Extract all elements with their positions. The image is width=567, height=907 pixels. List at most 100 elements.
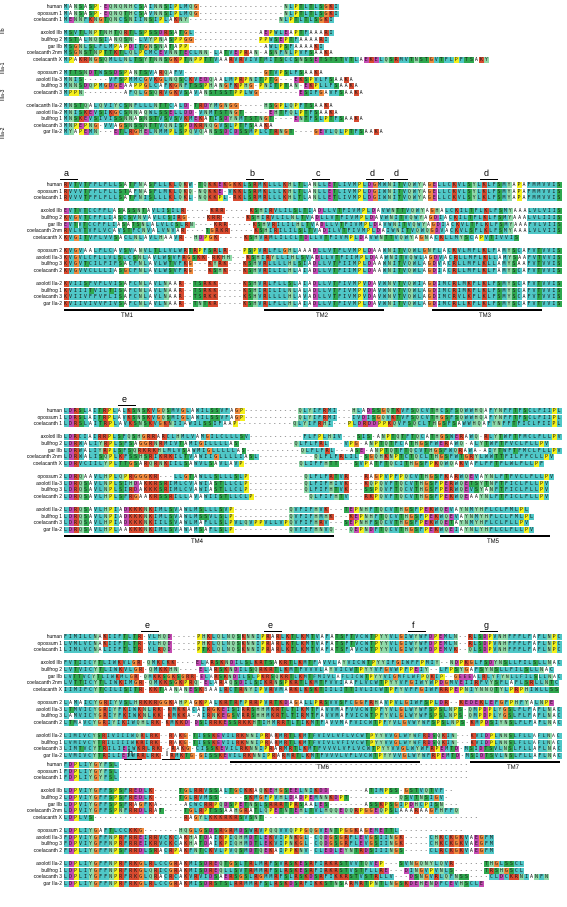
residue-highlight xyxy=(502,281,508,287)
residue-highlight xyxy=(457,267,483,274)
residue-highlight xyxy=(234,408,240,414)
residue-highlight xyxy=(148,188,154,195)
residue-highlight xyxy=(427,287,433,294)
residue-highlight xyxy=(507,188,513,195)
residue-highlight xyxy=(89,17,94,24)
alignment-row: human FIMILCNAKIIFTLTR-VLHQD-----PHKLQLNQ… xyxy=(0,634,567,640)
residue-highlight xyxy=(155,221,176,228)
residue-highlight xyxy=(263,300,269,307)
residue-highlight xyxy=(437,261,443,268)
residue-highlight xyxy=(354,89,359,96)
residue-highlight xyxy=(397,300,403,307)
sequence-residues: LVMLVCNAKIIFTLTR-VLHQD-----PHKLQLNQSKNNI… xyxy=(64,640,562,647)
residue-highlight xyxy=(309,17,314,24)
residue-highlight xyxy=(452,294,458,301)
residue-highlight xyxy=(129,50,134,57)
residue-highlight xyxy=(78,267,114,274)
residue-highlight xyxy=(389,254,395,261)
residue-highlight xyxy=(154,10,164,17)
residue-highlight xyxy=(223,195,229,202)
residue-highlight xyxy=(283,248,289,254)
residue-highlight xyxy=(205,228,211,235)
residue-highlight xyxy=(164,76,169,83)
residue-highlight xyxy=(329,234,349,241)
residue-highlight xyxy=(452,267,458,274)
residue-highlight xyxy=(68,267,74,274)
residue-highlight xyxy=(173,267,184,274)
residue-highlight xyxy=(179,89,184,96)
residue-highlight xyxy=(304,234,309,241)
residue-highlight xyxy=(444,208,455,215)
residue-highlight xyxy=(409,234,414,241)
residue-highlight xyxy=(64,89,69,96)
residue-highlight xyxy=(452,300,458,307)
residue-highlight xyxy=(402,281,408,287)
residue-highlight xyxy=(154,129,159,136)
residue-highlight xyxy=(284,4,289,10)
residue-highlight xyxy=(269,109,274,116)
residue-highlight xyxy=(359,234,364,241)
residue-highlight xyxy=(174,89,179,96)
residue-highlight xyxy=(129,10,134,17)
sequence-text: LDRSLAITRPLAVKSNSKVGQSMIGLAWILSSVFAGP---… xyxy=(64,414,562,421)
residue-highlight xyxy=(254,76,259,83)
residue-highlight xyxy=(439,234,444,241)
residue-highlight xyxy=(64,208,69,215)
residue-highlight xyxy=(512,248,518,254)
residue-highlight xyxy=(309,76,314,83)
residue-highlight xyxy=(412,221,417,228)
residue-highlight xyxy=(243,195,249,202)
residue-highlight xyxy=(542,287,558,294)
residue-highlight xyxy=(183,195,189,202)
residue-highlight xyxy=(310,221,316,228)
residue-highlight xyxy=(143,287,149,294)
residue-highlight xyxy=(209,234,214,241)
residue-highlight xyxy=(118,287,124,294)
residue-highlight xyxy=(214,103,219,109)
residue-highlight xyxy=(203,294,219,301)
residue-highlight xyxy=(324,129,334,136)
residue-highlight xyxy=(314,129,319,136)
residue-highlight xyxy=(109,17,119,24)
residue-highlight xyxy=(293,188,299,195)
residue-highlight xyxy=(74,116,79,123)
residue-highlight xyxy=(357,248,363,254)
residue-highlight xyxy=(335,254,341,261)
sequence-residues: MSGNLSLFLMPAPDITGNSNATAPP---------------… xyxy=(64,43,562,50)
sequence-residues: LDPLIYGFFNPRFRKGLQRACRCAKVRVIDSAERSGSLRG… xyxy=(64,874,562,881)
residue-highlight xyxy=(527,254,538,261)
residue-highlight xyxy=(542,267,558,274)
residue-highlight xyxy=(178,294,184,301)
residue-highlight xyxy=(152,254,168,261)
residue-highlight xyxy=(296,221,301,228)
residue-highlight xyxy=(223,267,229,274)
residue-highlight xyxy=(447,261,453,268)
residue-highlight xyxy=(134,56,144,63)
residue-highlight xyxy=(144,43,149,50)
residue-highlight xyxy=(399,254,405,261)
residue-highlight xyxy=(557,188,562,195)
residue-highlight xyxy=(109,56,124,63)
residue-highlight xyxy=(114,103,119,109)
residue-highlight xyxy=(542,261,558,268)
residue-highlight xyxy=(99,116,114,123)
residue-highlight xyxy=(129,37,134,43)
alignment-row: gar IIb MSGNLSLFLMPAPDITGNSNATAPP--------… xyxy=(0,43,567,50)
residue-highlight xyxy=(537,300,543,307)
residue-highlight xyxy=(124,10,129,17)
residue-highlight xyxy=(317,261,333,268)
residue-highlight xyxy=(377,300,388,307)
sequence-text: LDPVIYGFFSPNFRRDLRAT----TGLRPTSSAAHGRATL… xyxy=(64,808,460,815)
residue-highlight xyxy=(502,248,508,254)
sequence-label: human xyxy=(46,4,62,10)
sequence-residues: FDPVIYGFFNPRFRREIRRVCKCAKHATDAIKPIQHMDTL… xyxy=(64,834,562,841)
residue-highlight xyxy=(432,248,443,254)
sequence-text: LVMIVCYTRILIIIWKRIRK--RAKG-TISSKEVILRKNN… xyxy=(64,740,562,746)
residue-highlight xyxy=(74,234,79,241)
residue-highlight xyxy=(124,122,129,129)
residue-highlight xyxy=(557,215,562,221)
residue-highlight xyxy=(114,43,119,50)
residue-highlight xyxy=(258,294,264,301)
residue-highlight xyxy=(477,195,483,202)
residue-highlight xyxy=(359,129,364,136)
